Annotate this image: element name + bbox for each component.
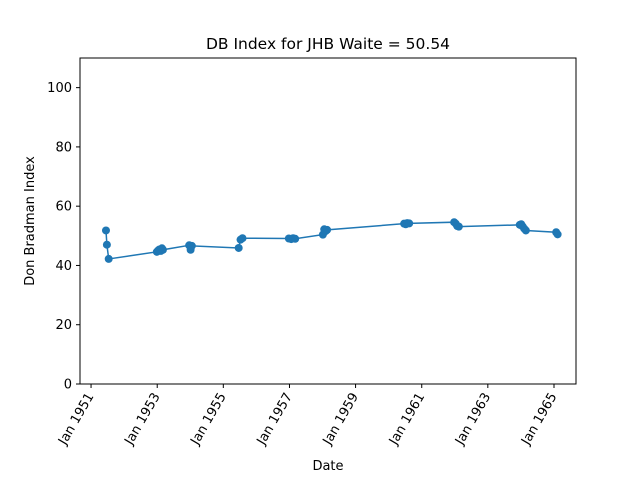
y-tick-label: 60 <box>55 200 72 215</box>
plot-frame <box>79 57 577 385</box>
data-point <box>102 240 111 249</box>
data-point <box>553 230 562 239</box>
data-point <box>454 222 463 231</box>
data-point <box>101 226 110 235</box>
data-point <box>323 225 332 234</box>
data-point <box>405 219 414 228</box>
data-point <box>234 243 243 252</box>
y-tick-label: 100 <box>47 81 72 96</box>
data-point <box>104 254 113 263</box>
plot-area <box>101 218 562 263</box>
data-point <box>238 234 247 243</box>
y-tick-label: 20 <box>55 318 72 333</box>
chart-title: DB Index for JHB Waite = 50.54 <box>206 35 450 53</box>
data-point <box>158 245 167 254</box>
x-axis-title: Date <box>312 459 343 474</box>
y-tick-label: 80 <box>55 140 72 155</box>
data-point <box>291 234 300 243</box>
y-tick-label: 40 <box>55 259 72 274</box>
y-axis-title: Don Bradman Index <box>23 156 38 286</box>
data-point <box>521 226 530 235</box>
y-tick-label: 0 <box>64 378 72 393</box>
data-point <box>187 241 196 250</box>
